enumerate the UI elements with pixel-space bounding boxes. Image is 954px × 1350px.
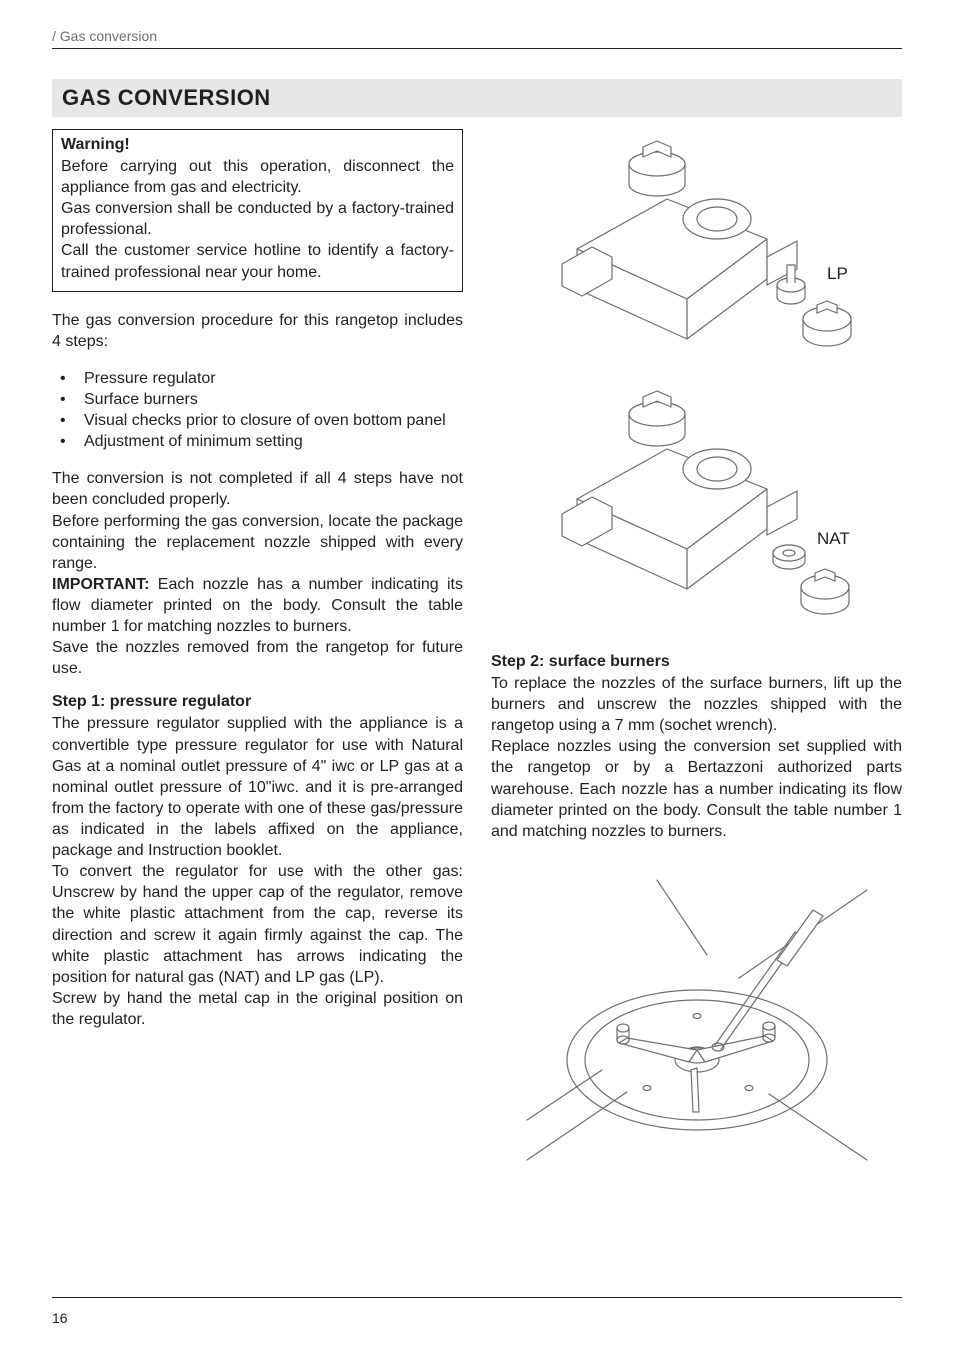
- section-title-bar: GAS CONVERSION: [52, 79, 902, 117]
- running-head: / Gas conversion: [52, 28, 902, 44]
- footer-rule: [52, 1297, 902, 1298]
- step2-heading: Step 2: surface burners: [491, 653, 902, 671]
- list-item: Visual checks prior to closure of oven b…: [70, 410, 463, 431]
- left-column: Warning! Before carrying out this operat…: [52, 129, 463, 1180]
- burner-svg: [507, 860, 887, 1180]
- intro-p1: The gas conversion procedure for this ra…: [52, 310, 463, 352]
- important-paragraph: IMPORTANT: Each nozzle has a number indi…: [52, 574, 463, 637]
- header-rule: [52, 48, 902, 49]
- regulator-nat-svg: NAT: [517, 379, 877, 639]
- list-item: Pressure regulator: [70, 368, 463, 389]
- warning-p1: Before carrying out this operation, disc…: [61, 156, 454, 198]
- steps-list: Pressure regulator Surface burners Visua…: [52, 368, 463, 452]
- page: / Gas conversion GAS CONVERSION Warning!…: [0, 0, 954, 1350]
- intro-p4: Save the nozzles removed from the ranget…: [52, 637, 463, 679]
- two-column-layout: Warning! Before carrying out this operat…: [52, 129, 902, 1180]
- step1-heading: Step 1: pressure regulator: [52, 693, 463, 711]
- figure-regulator-nat: NAT: [491, 379, 902, 639]
- list-item: Surface burners: [70, 389, 463, 410]
- regulator-lp-svg: LP: [517, 129, 877, 379]
- page-number: 16: [52, 1310, 68, 1326]
- step2-p1: To replace the nozzles of the surface bu…: [491, 673, 902, 736]
- section-title: GAS CONVERSION: [62, 85, 892, 111]
- warning-box: Warning! Before carrying out this operat…: [52, 129, 463, 292]
- step1-p1: The pressure regulator supplied with the…: [52, 713, 463, 861]
- intro-p2: The conversion is not completed if all 4…: [52, 468, 463, 510]
- important-label: IMPORTANT:: [52, 576, 149, 593]
- intro-p3: Before performing the gas conversion, lo…: [52, 511, 463, 574]
- figure-burner: [491, 860, 902, 1180]
- figure-regulator-lp: LP: [491, 129, 902, 379]
- step1-p2: To convert the regulator for use with th…: [52, 861, 463, 988]
- step2-p2: Replace nozzles using the conversion set…: [491, 736, 902, 842]
- right-column: LP: [491, 129, 902, 1180]
- nat-label: NAT: [817, 529, 850, 548]
- warning-p3: Call the customer service hotline to ide…: [61, 240, 454, 282]
- list-item: Adjustment of minimum setting: [70, 431, 463, 452]
- warning-title: Warning!: [61, 136, 454, 154]
- lp-label: LP: [827, 264, 848, 283]
- warning-p2: Gas conversion shall be conducted by a f…: [61, 198, 454, 240]
- step1-p3: Screw by hand the metal cap in the origi…: [52, 988, 463, 1030]
